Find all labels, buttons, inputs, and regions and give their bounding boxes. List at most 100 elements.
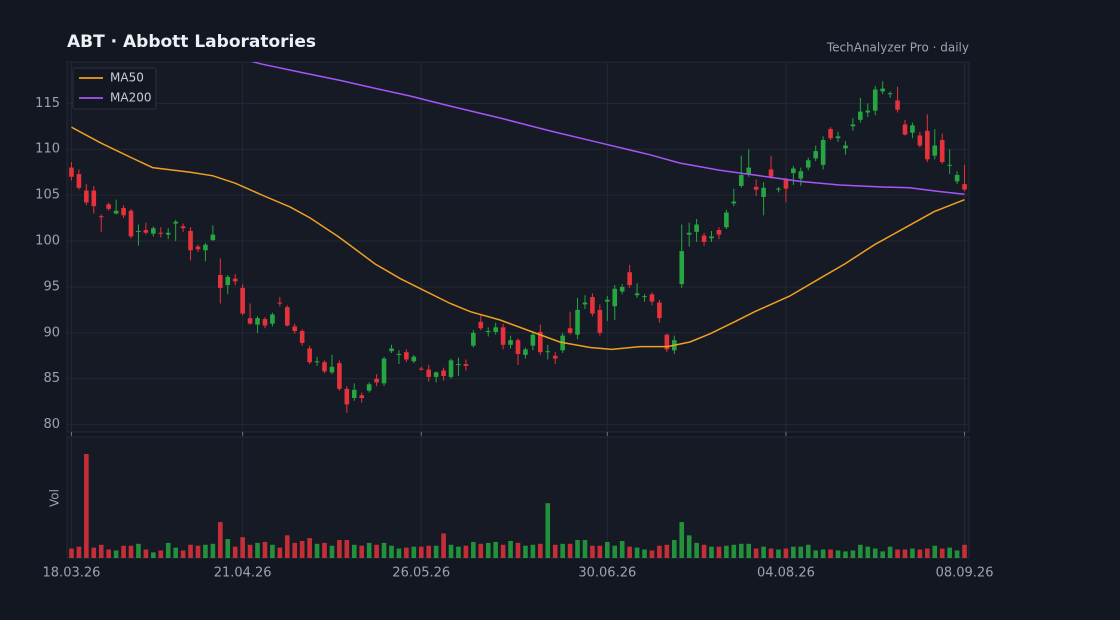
volume-bar [619,540,625,558]
volume-bar [657,545,662,558]
volume-bar [731,544,737,558]
candle-body [567,328,573,333]
volume-bar [441,533,446,558]
volume-panel [66,436,970,559]
volume-bar [98,544,104,558]
volume-bar [545,503,551,558]
volume-bar [768,548,774,558]
candle-body [69,167,74,177]
candle-body [218,275,223,288]
volume-bar [671,540,677,558]
candle-body [709,236,714,239]
candle-body [106,204,111,209]
candle-body [753,186,759,190]
candle-body [128,210,134,237]
volume-bar [634,547,640,558]
volume-bar [76,546,82,558]
volume-bar [694,542,699,558]
candle-body [195,246,201,250]
volume-bar [828,549,833,558]
volume-bar [203,544,208,558]
candle-body [724,212,729,228]
candle-body [448,360,454,377]
candle-body [954,174,960,182]
candle-body [776,188,781,190]
candle-body [471,332,476,346]
candle-body [329,366,335,373]
volume-bar [478,543,484,558]
volume-bar [165,542,171,558]
candle-body [433,372,439,377]
candle-body [165,232,171,235]
volume-bar [910,548,915,558]
y-tick-label: 95 [43,279,60,294]
volume-bar [642,549,647,558]
volume-bar [753,548,759,558]
candle-body [575,309,580,335]
candle-body [738,174,744,186]
candle-body [872,89,878,111]
x-tick-label: 18.03.26 [43,566,101,581]
volume-bar [798,546,804,558]
candle-body [701,235,707,242]
legend-label: MA200 [110,91,151,105]
candle-body [322,362,327,372]
volume-bar [337,540,342,558]
volume-bar [448,544,454,558]
y-tick-label: 115 [35,96,60,111]
volume-bar [121,545,126,558]
volume-bar [508,540,513,558]
grid [67,62,969,558]
volume-bar [500,544,506,558]
y-tick-label: 80 [43,417,60,432]
candle-body [798,171,804,179]
volume-bar [314,543,320,558]
candle-body [463,364,469,366]
candle-body [887,93,893,95]
x-tick-label: 08.09.26 [936,566,994,581]
candle-body [634,293,640,296]
volume-bar [284,535,290,558]
volume-bar [381,542,387,558]
candle-body [791,168,796,174]
candle-body [858,111,863,120]
volume-bar [627,546,632,558]
candle-body [530,334,536,346]
volume-bar [962,544,967,558]
candle-body [508,340,513,345]
volume-bar [612,545,618,558]
candle-body [746,167,752,175]
volume-bar [322,542,327,558]
volume-bar [128,545,134,558]
candle-body [255,318,260,325]
candle-body [783,179,789,189]
candle-body [173,221,178,224]
volume-bar [485,542,491,558]
volume-bar [686,535,692,558]
candle-body [664,334,670,350]
volume-bar [865,546,871,558]
y-tick-label: 105 [35,188,60,203]
candle-body [188,230,193,251]
candle-body [113,210,119,214]
candle-body [240,287,245,314]
volume-bar [270,544,275,558]
candle-body [91,190,97,207]
volume-bar [843,551,848,558]
volume-bar [709,546,714,558]
volume-bar [351,544,357,558]
volume-bar [515,542,521,558]
price-panel [66,61,970,433]
volume-bar [84,454,89,558]
volume-bar [411,546,417,558]
volume-bar [374,544,379,558]
volume-bar [783,548,789,558]
candle-body [917,135,923,146]
chart-title: ABT · Abbott Laboratories [67,32,316,52]
volume-bar [218,522,223,558]
candle-body [426,369,432,377]
candle-body [456,364,461,366]
volume-bar [292,542,298,558]
volume-bar [426,545,432,558]
